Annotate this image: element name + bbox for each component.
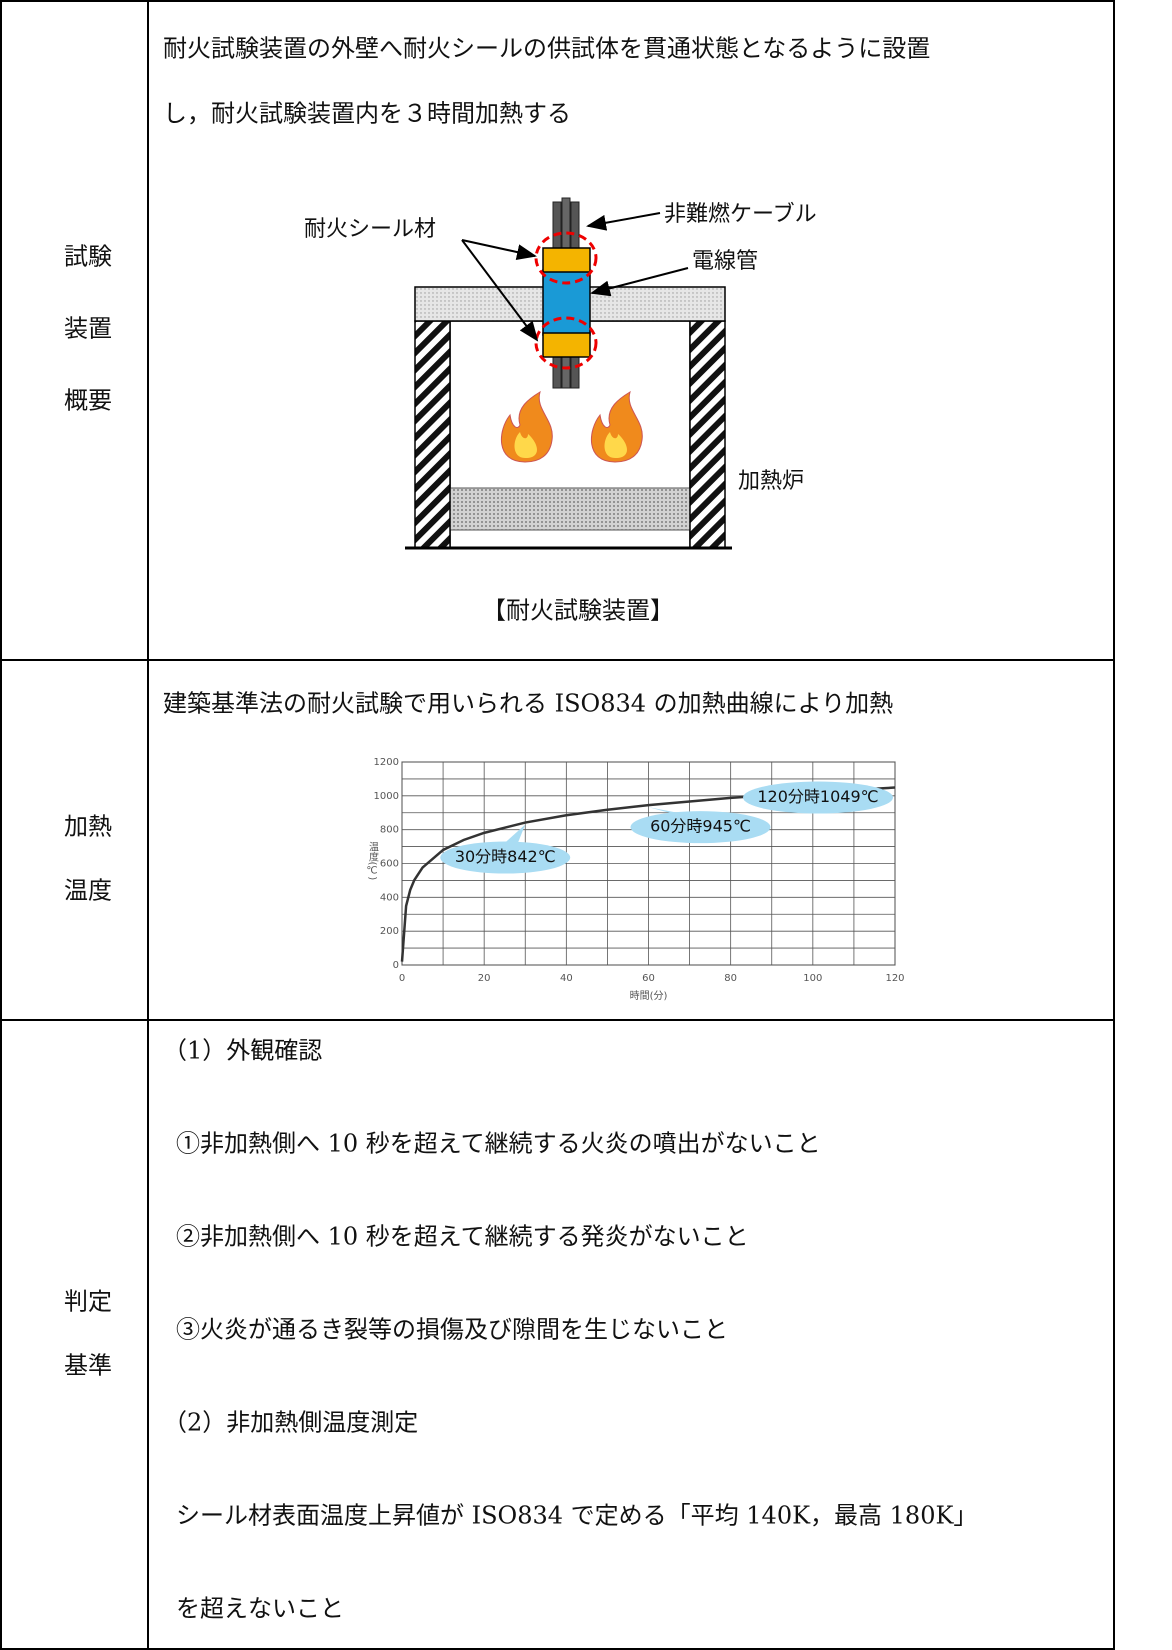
row-heading: 試験 bbox=[64, 243, 112, 271]
cable-label: 非難燃ケーブル bbox=[664, 202, 817, 227]
line-series bbox=[400, 786, 896, 962]
row-heading: 概要 bbox=[64, 387, 112, 415]
x-tick-label: 120 bbox=[885, 973, 904, 984]
x-tick-label: 40 bbox=[560, 973, 573, 984]
table-grid bbox=[0, 0, 1115, 1650]
x-tick-label: 60 bbox=[642, 973, 655, 984]
row-heading: 装置 bbox=[64, 315, 112, 343]
x-tick-label: 20 bbox=[478, 973, 491, 984]
y-axis-title: 温度(℃) bbox=[366, 841, 378, 880]
row-heading: 温度 bbox=[64, 877, 112, 905]
seal-bottom bbox=[542, 332, 591, 358]
callout-bubble bbox=[743, 781, 893, 814]
row-text: ③火炎が通るき裂等の損傷及び隙間を生じないこと bbox=[176, 1316, 728, 1344]
row-text: （1）外観確認 bbox=[163, 1037, 322, 1065]
callout-bubble bbox=[440, 841, 571, 874]
seal-label: 耐火シール材 bbox=[304, 217, 436, 242]
row-text: ②非加熱側へ 10 秒を超えて継続する発炎がないこと bbox=[176, 1223, 749, 1251]
row-heading: 基準 bbox=[64, 1352, 112, 1380]
x-axis-title: 時間(分) bbox=[630, 990, 668, 1002]
callout-label: 30分時842℃ bbox=[455, 847, 556, 866]
chart: 0 20 40 60 80 100 120020040060080010001200時間(分… bbox=[366, 757, 904, 1002]
callout-bubble bbox=[630, 811, 771, 844]
x-tick-label: 100 bbox=[803, 973, 822, 984]
row-text: 耐火試験装置の外壁へ耐火シールの供試体を貫通状態となるように設置 bbox=[163, 35, 930, 63]
row-text: 建築基準法の耐火試験で用いられる ISO834 の加熱曲線により加熱 bbox=[163, 690, 893, 718]
row-text: シール材表面温度上昇値が ISO834 で定める「平均 140K，最高 180K… bbox=[176, 1502, 977, 1530]
y-tick-label: 800 bbox=[380, 825, 399, 836]
y-tick-label: 600 bbox=[380, 859, 399, 870]
x-tick-label: 80 bbox=[724, 973, 737, 984]
x-tick-label: 0 bbox=[399, 973, 405, 984]
y-tick-label: 400 bbox=[380, 892, 399, 903]
callout-label: 60分時945℃ bbox=[650, 817, 751, 836]
row-text: を超えないこと bbox=[176, 1595, 344, 1623]
row-heading: 加熱 bbox=[64, 813, 112, 841]
row-text: ①非加熱側へ 10 秒を超えて継続する火炎の噴出がないこと bbox=[176, 1130, 821, 1158]
row-text: （2）非加熱側温度測定 bbox=[163, 1409, 418, 1437]
y-tick-label: 1000 bbox=[374, 791, 399, 802]
y-tick-label: 0 bbox=[393, 960, 399, 971]
callout-label: 120分時1049℃ bbox=[757, 787, 878, 806]
row-text: し，耐火試験装置内を３時間加熱する bbox=[163, 100, 571, 128]
figure-caption: 【耐火試験装置】 bbox=[482, 597, 674, 625]
furnace-label: 加熱炉 bbox=[738, 469, 804, 494]
row-heading: 判定 bbox=[64, 1288, 112, 1316]
seal-top bbox=[542, 247, 591, 273]
y-tick-label: 1200 bbox=[374, 757, 399, 768]
furnace-diagram: 耐火シール材 非難燃ケーブル 電線管 加熱炉 【耐火試験装置】 bbox=[304, 197, 817, 625]
y-tick-label: 200 bbox=[380, 926, 399, 937]
flames bbox=[500, 390, 643, 463]
conduit-label: 電線管 bbox=[692, 249, 758, 274]
